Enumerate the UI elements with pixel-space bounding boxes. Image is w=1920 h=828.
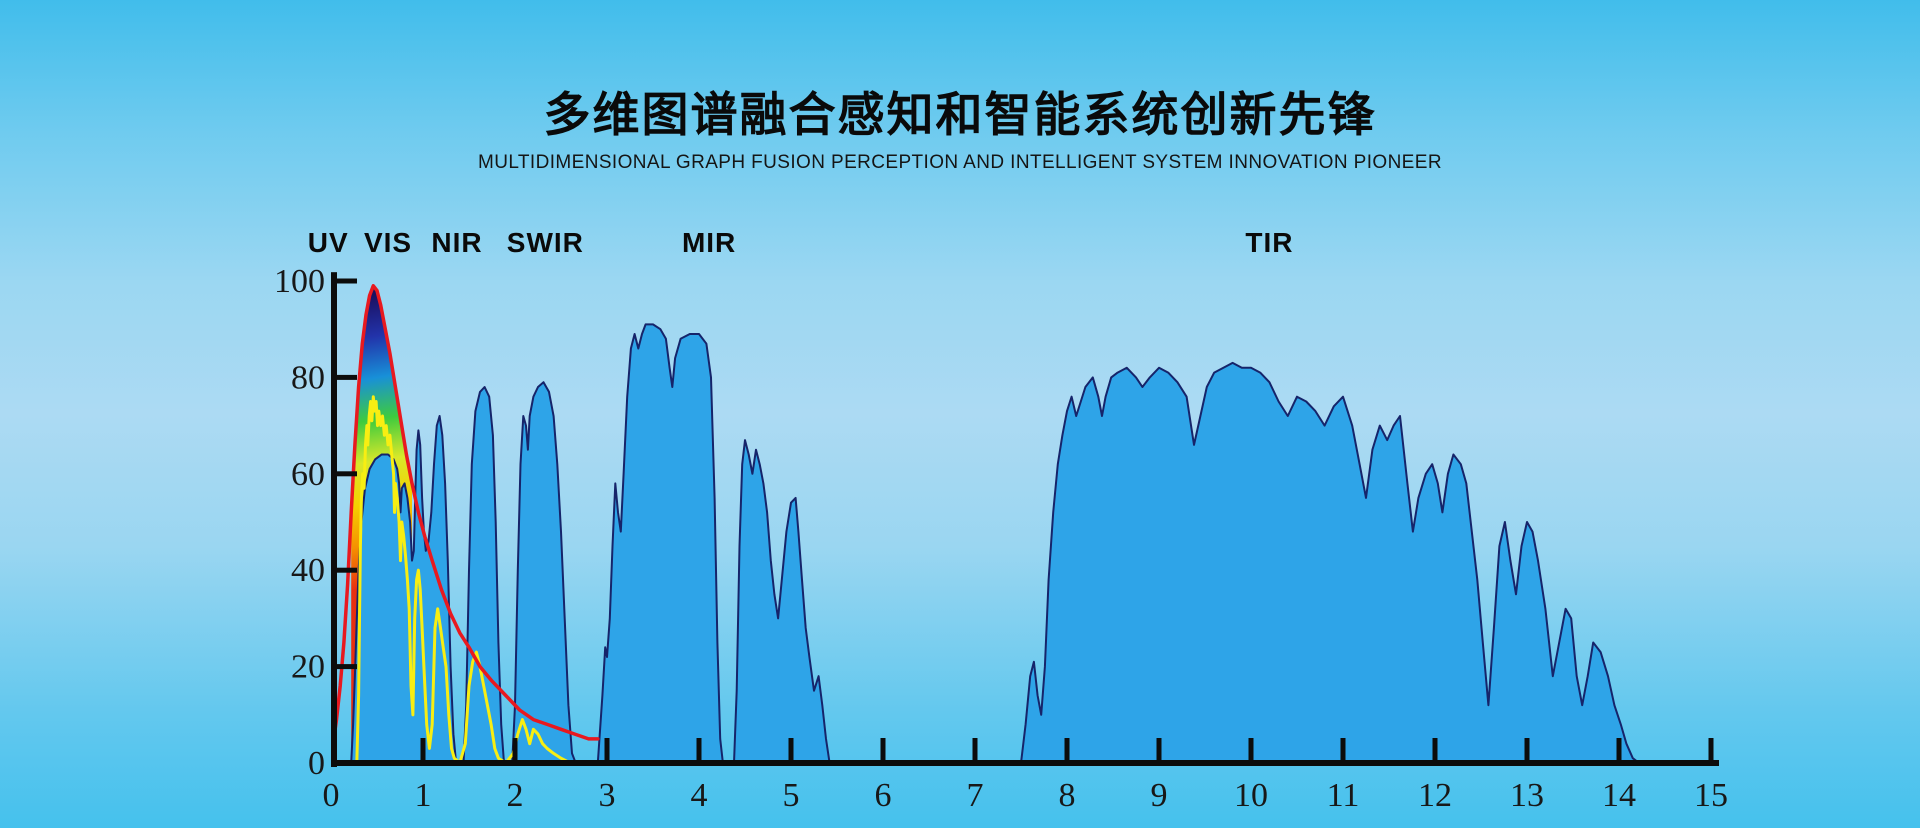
band-label-tir: TIR: [1245, 227, 1293, 258]
transmission-area: [350, 323, 1712, 764]
page-title: 多维图谱融合感知和智能系统创新先锋: [543, 88, 1377, 141]
band-label-nir: NIR: [431, 227, 482, 258]
x-tick-label-1: 1: [415, 777, 432, 814]
x-tick-label-7: 7: [967, 777, 984, 814]
band-label-vis: VIS: [364, 227, 412, 258]
x-tick-label-9: 9: [1151, 777, 1168, 814]
x-tick-6: [880, 738, 886, 760]
band-label-uv: UV: [308, 227, 349, 258]
y-tick-60: [337, 471, 357, 477]
x-tick-label-8: 8: [1059, 777, 1076, 814]
x-tick-8: [1064, 738, 1070, 760]
y-tick-label-0: 0: [308, 745, 325, 782]
solar-envelope-curve: [332, 284, 600, 741]
x-tick-13: [1524, 738, 1530, 760]
x-tick-label-13: 13: [1510, 777, 1544, 814]
x-tick-10: [1248, 738, 1254, 760]
x-tick-label-10: 10: [1234, 777, 1268, 814]
x-tick-7: [972, 738, 978, 760]
x-tick-label-14: 14: [1602, 777, 1636, 814]
x-tick-label-12: 12: [1418, 777, 1452, 814]
x-tick-label-5: 5: [783, 777, 800, 814]
x-tick-5: [788, 738, 794, 760]
band-label-swir: SWIR: [507, 227, 584, 258]
x-tick-11: [1340, 738, 1346, 760]
y-axis: [331, 272, 337, 767]
x-tick-12: [1432, 738, 1438, 760]
x-tick-3: [604, 738, 610, 760]
x-tick-label-4: 4: [691, 777, 708, 814]
x-axis: [331, 760, 1719, 766]
page-subtitle: MULTIDIMENSIONAL GRAPH FUSION PERCEPTION…: [478, 152, 1442, 173]
y-tick-100: [337, 278, 357, 284]
x-tick-1: [420, 738, 426, 760]
y-tick-label-60: 60: [291, 456, 325, 493]
y-tick-80: [337, 374, 357, 380]
y-tick-label-100: 100: [274, 263, 325, 300]
x-tick-label-2: 2: [507, 777, 524, 814]
y-tick-label-80: 80: [291, 359, 325, 396]
x-tick-label-3: 3: [599, 777, 616, 814]
x-tick-label-6: 6: [875, 777, 892, 814]
x-tick-15: [1708, 738, 1714, 760]
y-tick-label-40: 40: [291, 552, 325, 589]
band-label-mir: MIR: [682, 227, 736, 258]
x-tick-label-15: 15: [1694, 777, 1728, 814]
x-tick-14: [1616, 738, 1622, 760]
x-tick-4: [696, 738, 702, 760]
y-tick-20: [337, 664, 357, 670]
y-tick-label-20: 20: [291, 649, 325, 686]
y-tick-40: [337, 567, 357, 573]
x-tick-2: [512, 738, 518, 760]
x-tick-label-11: 11: [1327, 777, 1360, 814]
x-tick-9: [1156, 738, 1162, 760]
x-tick-label-0: 0: [323, 777, 340, 814]
